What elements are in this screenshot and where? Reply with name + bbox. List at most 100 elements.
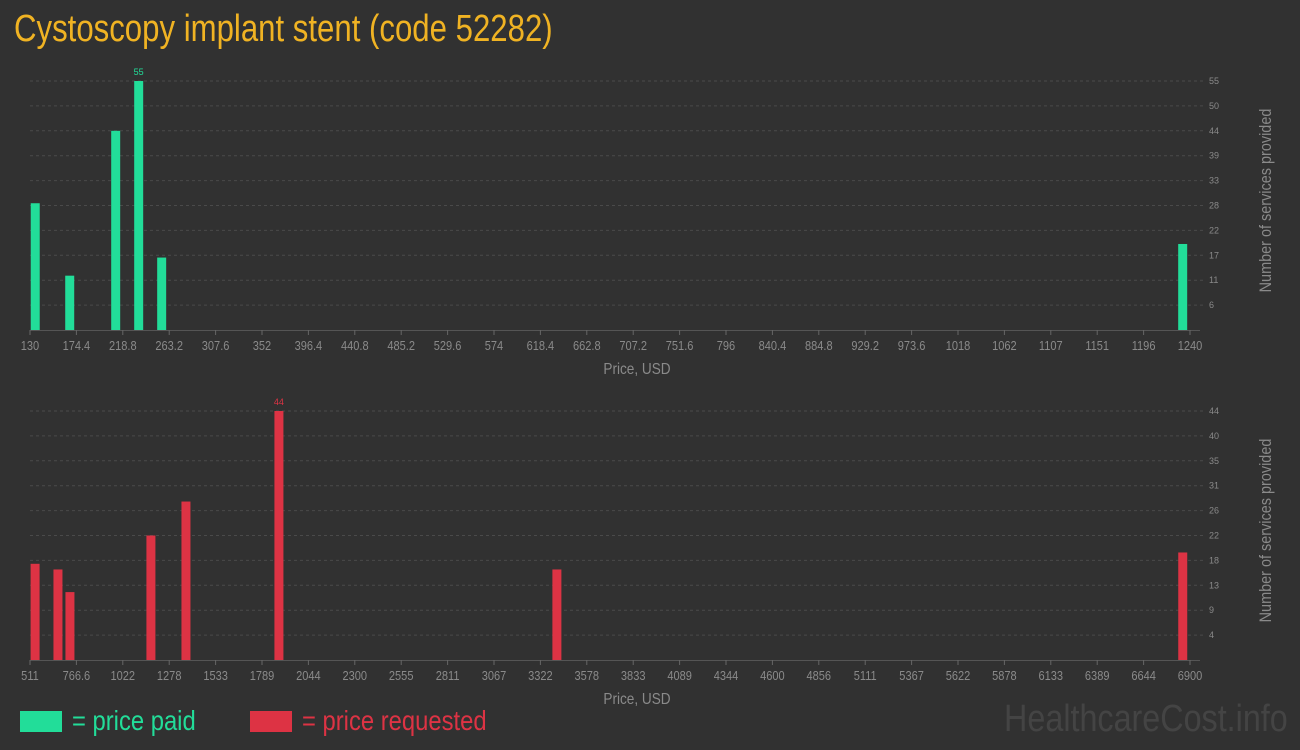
x-tick-label: 1107 (1039, 338, 1063, 353)
legend-paid: = price paid (20, 705, 218, 737)
x-tick-label: 3322 (528, 668, 553, 683)
legend-swatch-requested (250, 710, 292, 732)
x-tick-label: 2811 (436, 668, 460, 683)
x-axis-title: Price, USD (603, 361, 670, 378)
x-tick-label: 352 (253, 338, 272, 353)
bar (65, 275, 75, 330)
x-tick-label: 1533 (203, 668, 228, 683)
x-tick-label: 307.6 (202, 338, 230, 353)
bar (552, 569, 562, 660)
y-tick-label: 18 (1209, 555, 1219, 565)
x-tick-label: 529.6 (434, 338, 462, 353)
y-tick-label: 4 (1209, 630, 1214, 640)
bar (146, 535, 156, 660)
y-tick-label: 31 (1209, 481, 1219, 491)
y-tick-label: 35 (1209, 456, 1219, 466)
bar (30, 203, 40, 330)
x-tick-label: 973.6 (898, 338, 926, 353)
x-tick-label: 1278 (157, 668, 182, 683)
y-tick-label: 13 (1209, 580, 1219, 590)
x-tick-label: 4089 (667, 668, 692, 683)
brand-watermark: HealthcareCost.info (1004, 698, 1288, 740)
x-tick-label: 5878 (992, 668, 1017, 683)
page-title: Cystoscopy implant stent (code 52282) (14, 8, 553, 50)
x-tick-label: 6389 (1085, 668, 1110, 683)
y-tick-label: 9 (1209, 605, 1214, 615)
x-tick-label: 1789 (250, 668, 275, 683)
max-value-label: 44 (274, 397, 284, 407)
x-tick-label: 6900 (1178, 668, 1203, 683)
max-value-label: 55 (134, 67, 144, 77)
x-tick-label: 3067 (482, 668, 507, 683)
y-tick-label: 6 (1209, 300, 1214, 310)
x-tick-label: 440.8 (341, 338, 369, 353)
x-tick-label: 929.2 (851, 338, 879, 353)
bar (181, 501, 191, 660)
x-tick-label: 1240 (1178, 338, 1203, 353)
bar (65, 592, 75, 660)
x-tick-label: 1196 (1132, 338, 1156, 353)
bar (157, 257, 167, 330)
y-axis-title: Number of services provided (1257, 109, 1275, 293)
x-tick-label: 751.6 (666, 338, 694, 353)
x-tick-label: 6133 (1039, 668, 1064, 683)
x-tick-label: 5111 (854, 668, 877, 683)
x-tick-label: 396.4 (295, 338, 323, 353)
x-tick-label: 796 (717, 338, 736, 353)
x-tick-label: 766.6 (63, 668, 91, 683)
y-tick-label: 40 (1209, 431, 1219, 441)
x-tick-label: 2044 (296, 668, 321, 683)
x-tick-label: 3578 (575, 668, 600, 683)
x-tick-label: 662.8 (573, 338, 601, 353)
legend-label-requested: = price requested (302, 705, 487, 736)
y-tick-label: 44 (1209, 406, 1219, 416)
bar (274, 411, 284, 660)
bar (111, 130, 121, 330)
x-tick-label: 5367 (899, 668, 924, 683)
x-tick-label: 1018 (946, 338, 971, 353)
x-tick-label: 1151 (1085, 338, 1109, 353)
x-tick-label: 3833 (621, 668, 646, 683)
x-tick-label: 218.8 (109, 338, 137, 353)
x-tick-label: 2300 (343, 668, 368, 683)
bar (1178, 552, 1188, 660)
x-tick-label: 4600 (760, 668, 785, 683)
x-tick-label: 6644 (1131, 668, 1156, 683)
x-tick-label: 884.8 (805, 338, 833, 353)
bar (30, 563, 40, 660)
y-tick-label: 22 (1209, 531, 1219, 541)
x-tick-label: 2555 (389, 668, 414, 683)
legend-swatch-paid (20, 710, 62, 732)
y-tick-label: 50 (1209, 101, 1219, 111)
x-tick-label: 485.2 (387, 338, 415, 353)
x-tick-label: 4856 (807, 668, 832, 683)
y-axis-title: Number of services provided (1257, 439, 1275, 623)
legend-requested: = price requested (250, 705, 519, 737)
bar (53, 569, 63, 660)
x-tick-label: 574 (485, 338, 504, 353)
y-tick-label: 22 (1209, 225, 1219, 235)
x-tick-label: 511 (21, 668, 39, 683)
bar (1178, 243, 1188, 330)
y-tick-label: 33 (1209, 176, 1219, 186)
legend-label-paid: = price paid (72, 705, 196, 736)
y-tick-label: 55 (1209, 76, 1219, 86)
x-tick-label: 840.4 (759, 338, 787, 353)
x-tick-label: 4344 (714, 668, 739, 683)
x-tick-label: 1062 (992, 338, 1017, 353)
y-tick-label: 26 (1209, 506, 1219, 516)
x-tick-label: 130 (21, 338, 40, 353)
x-axis-title: Price, USD (603, 691, 670, 708)
y-tick-label: 17 (1209, 250, 1219, 260)
y-tick-label: 39 (1209, 151, 1219, 161)
x-tick-label: 1022 (111, 668, 136, 683)
x-tick-label: 618.4 (527, 338, 555, 353)
x-tick-label: 5622 (946, 668, 971, 683)
x-tick-label: 263.2 (155, 338, 183, 353)
bar (134, 81, 144, 330)
x-tick-label: 707.2 (619, 338, 647, 353)
x-tick-label: 174.4 (63, 338, 91, 353)
y-tick-label: 28 (1209, 201, 1219, 211)
y-tick-label: 44 (1209, 126, 1219, 136)
